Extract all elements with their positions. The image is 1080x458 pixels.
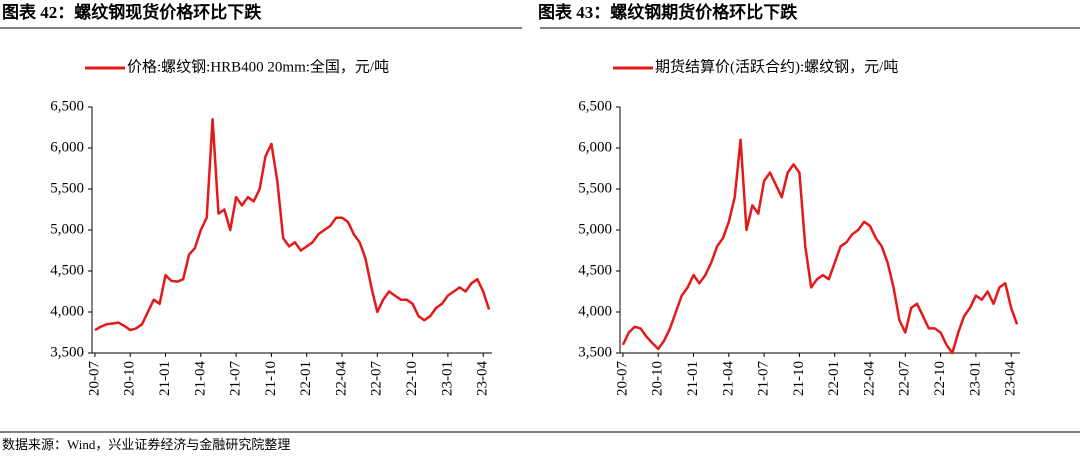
series-line: [94, 118, 491, 332]
y-tick-label: 4,000: [50, 303, 84, 319]
chart-title: 图表 42：螺纹钢现货价格环比下跌: [2, 2, 262, 22]
y-tick-label: 6,000: [50, 139, 84, 155]
x-tick-label: 20-10: [122, 361, 138, 396]
y-tick-label: 4,500: [578, 262, 612, 278]
x-tick-label: 21-04: [720, 361, 736, 396]
y-tick-label: 3,500: [50, 344, 84, 360]
x-tick-label: 22-10: [404, 361, 420, 396]
y-tick-label: 4,500: [50, 262, 84, 278]
y-tick-label: 6,500: [50, 98, 84, 114]
source: 数据来源：Wind，兴业证券经济与金融研究院整理: [2, 437, 290, 452]
y-tick-label: 4,000: [578, 303, 612, 319]
x-tick-label: 22-01: [826, 361, 842, 396]
x-tick-label: 22-07: [897, 361, 913, 396]
x-tick-label: 20-07: [86, 361, 102, 396]
x-tick-label: 22-01: [298, 361, 314, 396]
x-tick-label: 21-04: [192, 361, 208, 396]
legend-label: 期货结算价(活跃合约):螺纹钢，元/吨: [655, 57, 898, 75]
y-tick-label: 6,000: [578, 139, 612, 155]
y-tick-label: 5,500: [578, 180, 612, 196]
x-tick-label: 22-10: [932, 361, 948, 396]
y-tick-label: 5,000: [50, 221, 84, 237]
x-tick-label: 21-10: [791, 361, 807, 396]
x-tick-label: 21-10: [263, 361, 279, 396]
series-line: [621, 138, 1019, 355]
x-tick-label: 21-01: [157, 361, 173, 396]
x-tick-label: 22-04: [861, 361, 877, 396]
x-tick-label: 21-07: [756, 361, 772, 396]
legend-label: 价格:螺纹钢:HRB400 20mm:全国，元/吨: [127, 57, 389, 75]
y-tick-label: 5,500: [50, 180, 84, 196]
x-tick-label: 23-04: [1003, 361, 1019, 396]
x-tick-label: 23-01: [967, 361, 983, 396]
x-tick-label: 20-07: [614, 361, 630, 396]
y-tick-label: 3,500: [578, 344, 612, 360]
y-tick-label: 6,500: [578, 98, 612, 114]
x-tick-label: 20-10: [650, 361, 666, 396]
y-tick-label: 5,000: [578, 221, 612, 237]
x-tick-label: 22-07: [369, 361, 385, 396]
x-tick-label: 21-07: [228, 361, 244, 396]
x-tick-label: 22-04: [333, 361, 349, 396]
x-tick-label: 23-01: [439, 361, 455, 396]
x-tick-label: 21-01: [685, 361, 701, 396]
x-tick-label: 23-04: [475, 361, 491, 396]
chart-title: 图表 43：螺纹钢期货价格环比下跌: [538, 2, 798, 22]
